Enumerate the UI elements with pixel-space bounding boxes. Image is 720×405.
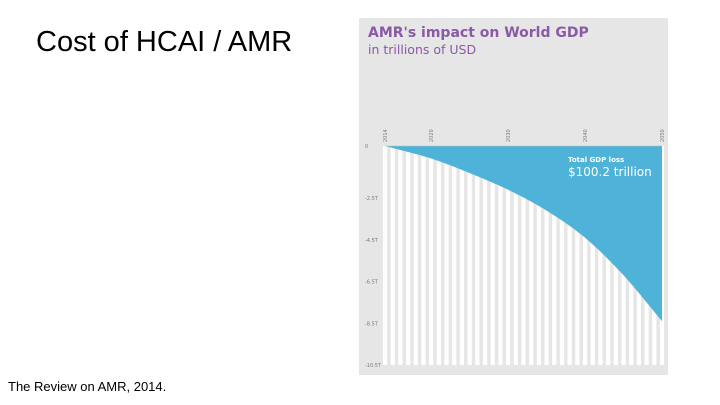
year-bar: [575, 146, 580, 365]
y-tick-label: -10.5T: [365, 363, 382, 369]
year-bar: [429, 146, 434, 365]
x-tick-label: 2014: [383, 129, 389, 142]
y-tick-label: -8.5T: [365, 321, 379, 327]
year-bar: [521, 146, 526, 365]
year-bar: [475, 146, 480, 365]
year-bar: [382, 146, 388, 365]
year-bar: [567, 146, 572, 365]
year-bar: [513, 146, 518, 365]
year-bar: [598, 146, 603, 365]
x-tick-label: 2020: [429, 129, 435, 142]
y-tick-label: -4.5T: [365, 238, 379, 244]
x-tick-label: 2050: [660, 129, 666, 142]
year-bar: [390, 146, 395, 365]
year-bar: [490, 146, 495, 365]
year-bar: [498, 146, 503, 365]
y-tick-label: -2.5T: [365, 196, 379, 202]
y-tick-label: -6.5T: [365, 280, 379, 286]
year-bar: [536, 146, 542, 365]
chart-subtitle: in trillions of USD: [368, 42, 477, 57]
gdp-impact-chart: AMR's impact on World GDP in trillions o…: [359, 18, 668, 375]
year-bar: [590, 146, 595, 365]
year-bar: [552, 146, 557, 365]
year-bar: [444, 146, 449, 365]
source-citation: The Review on AMR, 2014.: [8, 379, 167, 394]
year-bar: [482, 146, 488, 365]
gdp-loss-area: [385, 146, 662, 322]
total-loss-value: $100.2 trillion: [568, 165, 652, 179]
year-bar: [398, 146, 403, 365]
year-bar: [529, 146, 534, 365]
slide-title: Cost of HCAI / AMR: [36, 26, 293, 58]
year-bar: [405, 146, 411, 365]
year-bar: [544, 146, 549, 365]
chart-plot-area: 0 -2.5T -4.5T -6.5T -8.5T -10.5T 2014 2020 2030 2…: [365, 129, 666, 369]
year-bar: [459, 146, 465, 365]
year-bar: [582, 146, 588, 365]
year-bar: [452, 146, 457, 365]
total-loss-label: Total GDP loss: [568, 156, 624, 164]
year-bar: [559, 146, 565, 365]
year-bar: [505, 146, 511, 365]
year-bar: [467, 146, 472, 365]
year-bar: [413, 146, 418, 365]
year-bar: [436, 146, 441, 365]
x-tick-label: 2030: [506, 129, 512, 142]
year-bar: [421, 146, 426, 365]
chart-title: AMR's impact on World GDP: [368, 25, 589, 41]
x-tick-label: 2040: [583, 129, 589, 142]
y-tick-label: 0: [365, 144, 368, 150]
